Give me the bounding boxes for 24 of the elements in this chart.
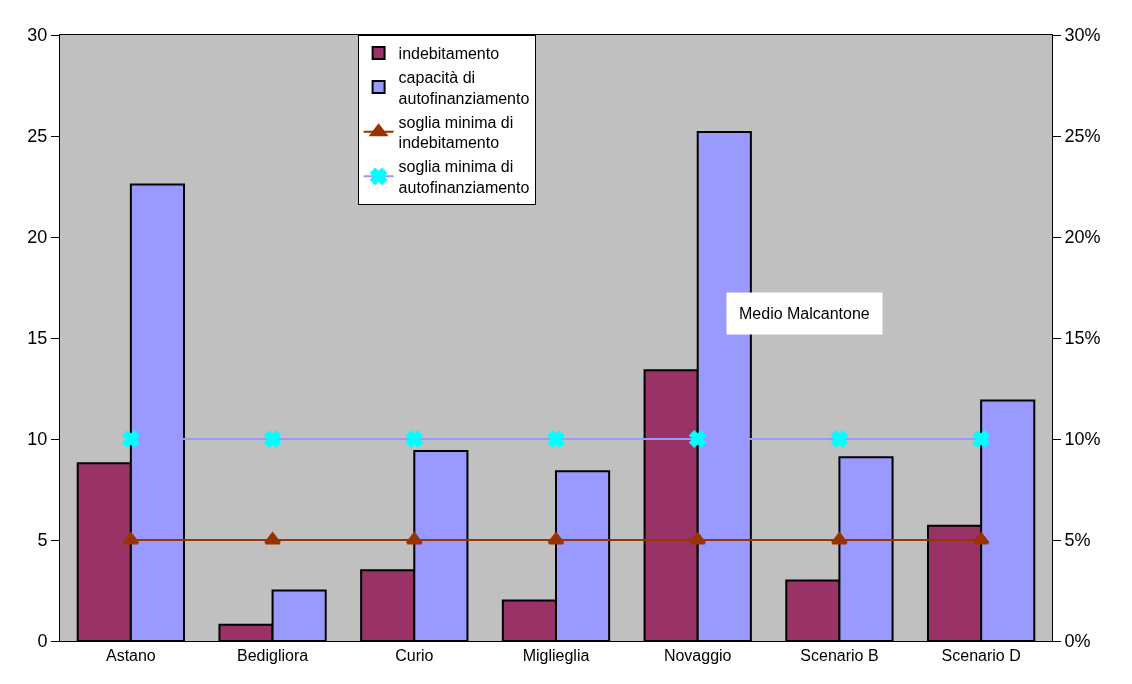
x-tick-label: Scenario D	[941, 647, 1021, 665]
x-tick-label: Curio	[395, 647, 434, 665]
y2-tick-label: 30%	[1064, 25, 1101, 46]
annotation: Medio Malcantone	[739, 305, 870, 322]
legend-label: soglia minima di autofinanziamento	[398, 158, 530, 196]
y-tick-label: 10	[27, 429, 48, 450]
y2-tick-label: 20%	[1064, 227, 1101, 248]
x-tick-label: Scenario B	[800, 647, 879, 665]
y2-tick-label: 25%	[1064, 126, 1101, 147]
legend-label: indebitamento	[398, 45, 500, 63]
y-tick-label: 20	[27, 227, 48, 248]
y-tick-label: 15	[27, 328, 48, 349]
x-tick-label: Novaggio	[663, 647, 732, 665]
x-tick-label: Miglieglia	[522, 647, 590, 665]
y2-tick-label: 0%	[1064, 631, 1091, 652]
x-tick-label: Bedigliora	[236, 647, 309, 665]
y-tick-label: 0	[37, 631, 48, 652]
y-tick-label: 30	[27, 25, 48, 46]
y-tick-label: 25	[27, 126, 48, 147]
y2-tick-label: 15%	[1064, 328, 1101, 349]
y2-tick-label: 10%	[1064, 429, 1101, 450]
y2-tick-label: 5%	[1064, 530, 1091, 551]
y-tick-label: 5	[37, 530, 48, 551]
x-tick-label: Astano	[105, 647, 156, 665]
